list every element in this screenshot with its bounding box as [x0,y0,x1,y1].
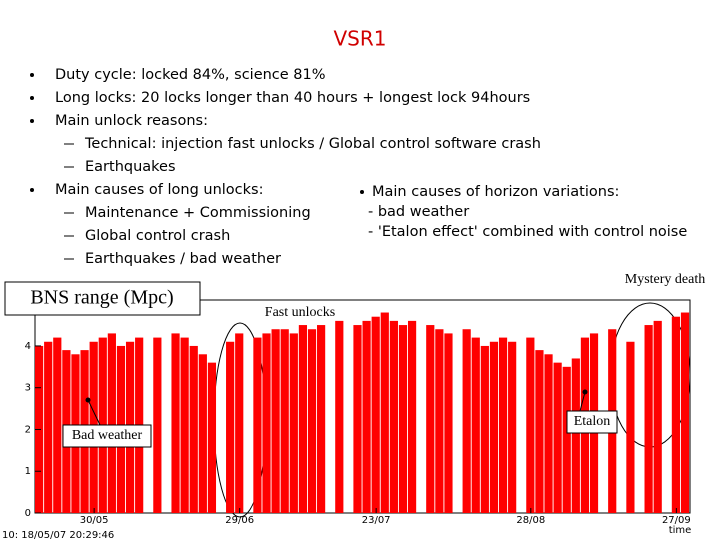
bullet-dot [30,73,34,77]
y-tick-label: 0 [25,508,31,519]
annotation: Fast unlocks [265,305,335,320]
bullet-text: Long locks: 20 locks longer than 40 hour… [55,90,530,106]
bullet-text: Main unlock reasons: [55,113,208,129]
bar [207,362,217,513]
bar [171,333,180,513]
bar [262,333,271,513]
bar [644,325,653,513]
annotation-box [62,424,152,448]
arrow [579,391,586,412]
bar [153,337,162,513]
bullet-dot [360,190,364,194]
bar [489,341,499,513]
bar [407,320,417,513]
bar [462,329,471,513]
slide-title: VSR1 [334,27,387,51]
x-tick-label: 27/09 [662,515,691,526]
bar [289,333,298,513]
bar [571,358,580,513]
bullet-dot [30,96,34,100]
chart: 30/05 29/06 23/07 28/08 27/09 0 1 2 3 4 [25,299,691,526]
x-tick-label: 23/07 [362,515,391,526]
annotation: Bad weather [72,428,143,443]
bar [362,320,371,513]
bar [107,333,116,513]
bar [371,316,380,513]
bar [335,320,344,513]
bar [226,341,235,513]
title-box [4,281,201,316]
sub-bullet-text: - 'Etalon effect' combined with control … [368,224,687,240]
sub-bullet-text: Earthquakes / bad weather [85,251,281,267]
bar [317,325,326,513]
bar [180,337,189,513]
bar [444,333,453,513]
y-tick-label: 2 [25,424,31,435]
bar [53,337,62,513]
bar [271,329,280,513]
bar [298,325,308,513]
bar [526,337,535,513]
bar [680,312,690,513]
arrow-head [582,389,588,395]
bar [235,333,244,513]
x-tick-label: 28/08 [516,515,545,526]
bar [508,341,517,513]
bar [626,341,635,513]
bar [553,362,562,513]
bar [671,316,680,513]
sub-bullet-text: - bad weather [368,204,469,220]
bar [398,325,408,513]
footer: 10: 18/05/07 20:29:46 [2,530,114,540]
annotation: Etalon [574,414,611,429]
x-tick-label: 29/06 [225,515,254,526]
sub-bullet-text: Technical: injection fast unlocks / Glob… [84,136,541,152]
bar [426,325,435,513]
bullet-dot [30,119,34,123]
bullet-dot [30,188,34,192]
bar [253,337,262,513]
bar [480,345,489,513]
annotation: Mystery death [625,272,705,287]
bar [498,337,508,513]
bar [535,350,544,513]
bar [653,320,662,513]
sub-bullet-text: Earthquakes [85,159,176,175]
bar [435,329,444,513]
bullet-text: Main causes of horizon variations: [372,184,619,200]
y-tick-label: 1 [25,466,31,477]
bar [544,354,553,513]
bar [198,354,207,513]
x-tick-label: 30/05 [80,515,109,526]
y-tick-label: 4 [25,341,31,352]
annotation-box [566,410,618,434]
sub-bullet-text: Global control crash [85,228,230,244]
bar [307,329,317,513]
bar [353,325,362,513]
bar [562,366,571,513]
bar [389,320,398,513]
bar [380,312,389,513]
bar [189,345,198,513]
bar [471,337,480,513]
bar [280,329,289,513]
arrow [87,399,101,426]
arrow-head [85,397,91,403]
chart-title: BNS range (Mpc) [30,287,173,309]
x-axis-label: time [669,525,692,536]
sub-bullet-text: Maintenance + Commissioning [85,205,311,221]
bar [44,341,53,513]
bullet-text: Main causes of long unlocks: [55,182,264,198]
y-tick-label: 3 [25,383,31,394]
bullet-text: Duty cycle: locked 84%, science 81% [55,67,326,83]
